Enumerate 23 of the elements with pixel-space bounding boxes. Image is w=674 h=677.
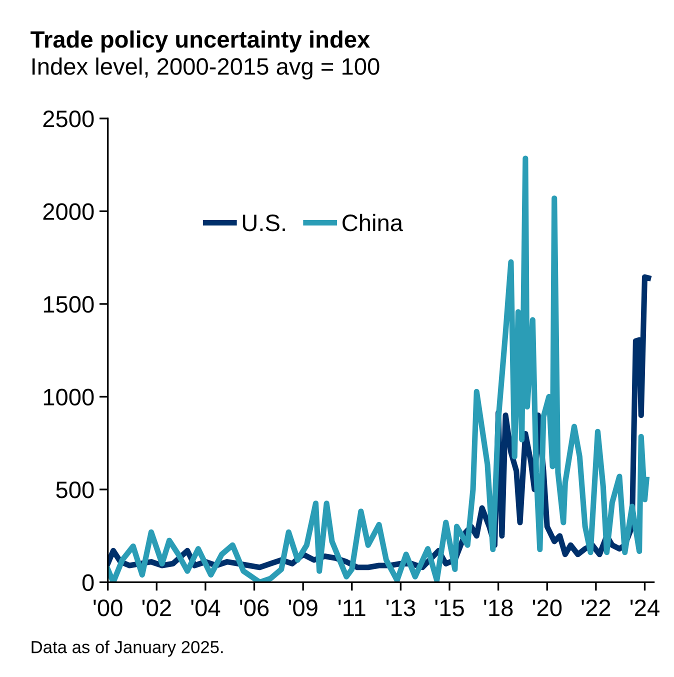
y-tick-label: 1000 <box>44 388 94 406</box>
x-tick-label: '09 <box>288 600 318 616</box>
x-tick-label: '24 <box>630 600 660 616</box>
x-tick-label: '04 <box>191 600 220 616</box>
x-tick-label: '20 <box>532 600 562 616</box>
y-tick-label: 2000 <box>43 203 94 220</box>
x-tick-label: '13 <box>386 600 416 616</box>
x-tick-label: '02 <box>142 600 171 616</box>
y-tick-label: 2500 <box>43 110 94 128</box>
y-tick-label: 1500 <box>44 296 94 313</box>
chart-subtitle: Index level, 2000-2015 avg = 100 <box>32 58 380 80</box>
x-tick-label: '18 <box>484 600 513 616</box>
x-tick-label: '06 <box>240 600 269 616</box>
legend-label: U.S. <box>242 214 285 232</box>
x-tick-label: '00 <box>94 600 122 616</box>
x-tick-label: '15 <box>435 600 464 616</box>
y-tick-label: 0 <box>82 574 94 592</box>
y-tick-label: 500 <box>56 482 94 498</box>
chart-title: Trade policy uncertainty index <box>30 30 370 52</box>
text: Data as of January 2025. <box>32 640 223 657</box>
x-tick-label: '22 <box>582 600 610 616</box>
legend-label: China <box>342 214 404 232</box>
x-tick-label: '11 <box>338 600 366 616</box>
